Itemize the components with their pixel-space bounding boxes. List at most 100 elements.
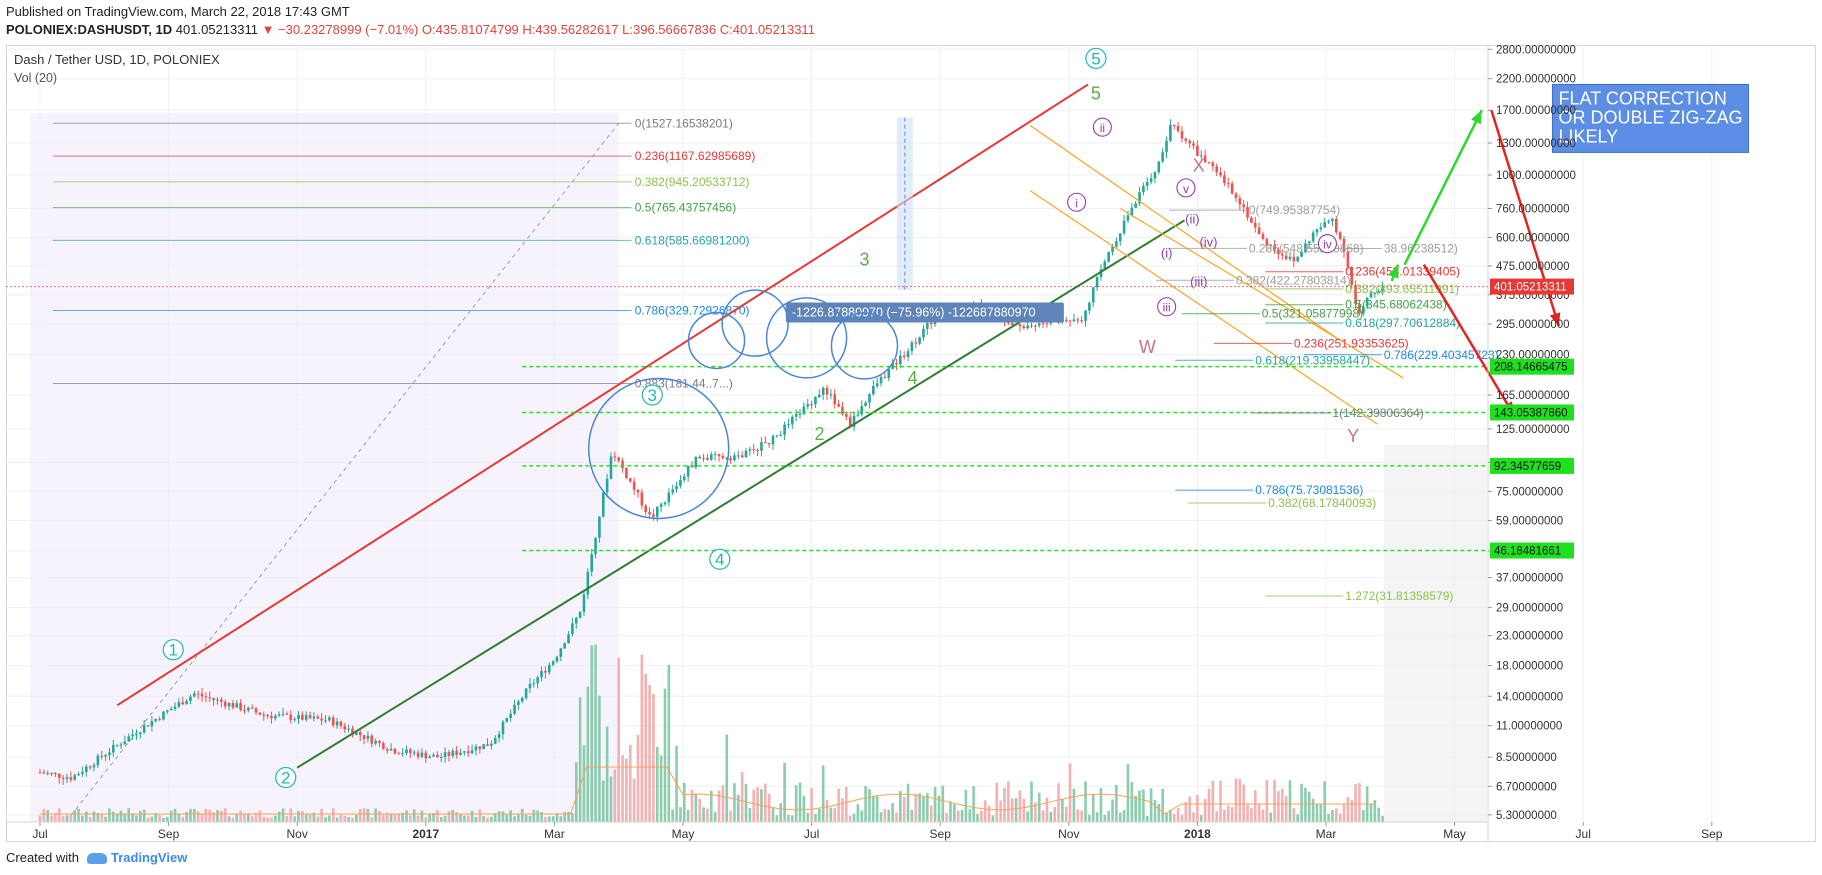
- candle-body: [1307, 241, 1311, 244]
- candle-body: [748, 449, 752, 451]
- volume-bar: [1026, 811, 1029, 822]
- volume-bar: [92, 811, 96, 822]
- volume-bar: [478, 809, 482, 822]
- candle-body: [459, 752, 462, 755]
- volume-bar: [837, 788, 840, 822]
- volume-bar: [625, 758, 628, 822]
- volume-bar: [736, 794, 740, 822]
- volume-bar: [636, 734, 640, 822]
- candle-body: [1373, 292, 1377, 294]
- volume-bars: [38, 644, 1384, 822]
- candle-body: [474, 746, 478, 751]
- candle-body: [563, 643, 566, 649]
- volume-bar: [1064, 806, 1068, 822]
- volume-bar: [791, 815, 794, 822]
- volume-bar: [1354, 784, 1357, 822]
- volume-bar: [38, 815, 42, 822]
- candle-body: [605, 478, 609, 493]
- price-tick-label: 1700.00000000: [1496, 105, 1576, 117]
- volume-bar: [1273, 779, 1276, 822]
- volume-bar: [1338, 813, 1342, 822]
- candle-body: [783, 424, 786, 435]
- candle-body: [328, 717, 331, 721]
- candle-body: [682, 476, 686, 480]
- volume-bar: [551, 816, 555, 822]
- volume-bar: [567, 811, 570, 822]
- volume-bar: [146, 817, 150, 822]
- volume-bar: [1103, 814, 1107, 822]
- tradingview-brand[interactable]: TradingView: [110, 850, 188, 865]
- volume-bar: [131, 813, 134, 822]
- volume-bar: [412, 809, 416, 822]
- volume-bar: [590, 645, 593, 822]
- candle-body: [1026, 325, 1029, 329]
- subwave-label: (iii): [1190, 274, 1207, 289]
- candle-body: [393, 748, 397, 754]
- volume-bar: [447, 811, 451, 822]
- volume-bar: [995, 782, 999, 822]
- volume-bar: [764, 783, 767, 822]
- last-price-tag-bg: [1490, 278, 1574, 295]
- volume-bar: [185, 811, 188, 822]
- last-price: 401.05213311: [175, 22, 258, 37]
- volume-bar: [922, 796, 925, 822]
- fib-right-label: 0.236(251.93353625): [1294, 336, 1409, 350]
- volume-bar: [239, 810, 242, 822]
- fib-right-label: 0.5(345.68062438): [1345, 298, 1446, 312]
- candle-body: [1041, 323, 1045, 325]
- candle-body: [312, 716, 316, 719]
- volume-bar: [767, 793, 771, 822]
- volume-bar: [574, 762, 578, 822]
- volume-bar: [899, 790, 902, 822]
- volume-bar: [61, 816, 65, 822]
- shaded-zone-left: [30, 113, 619, 822]
- candle-body: [1230, 183, 1234, 194]
- volume-bar: [818, 808, 821, 822]
- volume-bar: [416, 815, 420, 822]
- volume-bar: [775, 815, 779, 822]
- time-tick-label: Sep: [930, 827, 952, 841]
- candle-body: [115, 744, 119, 746]
- candle-body: [547, 664, 551, 673]
- candle-body: [621, 460, 624, 469]
- volume-bar: [1246, 804, 1249, 822]
- ohlc-values: O:435.81074799 H:439.56282617 L:396.5666…: [421, 22, 815, 37]
- volume-bar: [1300, 783, 1303, 822]
- volume-bar: [1165, 812, 1168, 822]
- volume-bar: [204, 808, 208, 822]
- volume-bar: [69, 815, 73, 822]
- volume-bar: [1304, 787, 1307, 822]
- candle-body: [1045, 323, 1049, 325]
- volume-bar: [405, 810, 408, 822]
- candle-body: [775, 435, 779, 437]
- volume-bar: [632, 778, 636, 822]
- candle-body: [196, 693, 200, 695]
- volume-bar: [1381, 815, 1384, 822]
- wave-label-circled: 3: [648, 386, 657, 405]
- volume-bar: [154, 813, 158, 822]
- candle-body: [1184, 138, 1188, 141]
- candle-body: [779, 434, 783, 436]
- candle-body: [601, 492, 605, 517]
- volume-bar: [1115, 784, 1118, 822]
- candle-body: [659, 504, 663, 507]
- candle-body: [1149, 178, 1153, 183]
- volume-bar: [702, 807, 705, 822]
- candle-body: [1358, 304, 1361, 314]
- volume-bar: [127, 808, 131, 822]
- wave-label: W: [1139, 337, 1156, 357]
- volume-bar: [1261, 809, 1265, 822]
- candle-body: [65, 777, 69, 779]
- measure-label: -1226.87880970 (−75.96%) -122687880970: [792, 306, 1036, 320]
- volume-bar: [540, 812, 543, 822]
- volume-bar: [802, 795, 806, 822]
- candle-body: [1246, 207, 1249, 218]
- candle-body: [258, 712, 262, 715]
- candle-body: [1103, 261, 1107, 270]
- volume-bar: [868, 789, 871, 822]
- volume-bar: [1061, 798, 1064, 822]
- subwave-label: v: [1183, 182, 1189, 196]
- volume-bar: [1331, 809, 1334, 822]
